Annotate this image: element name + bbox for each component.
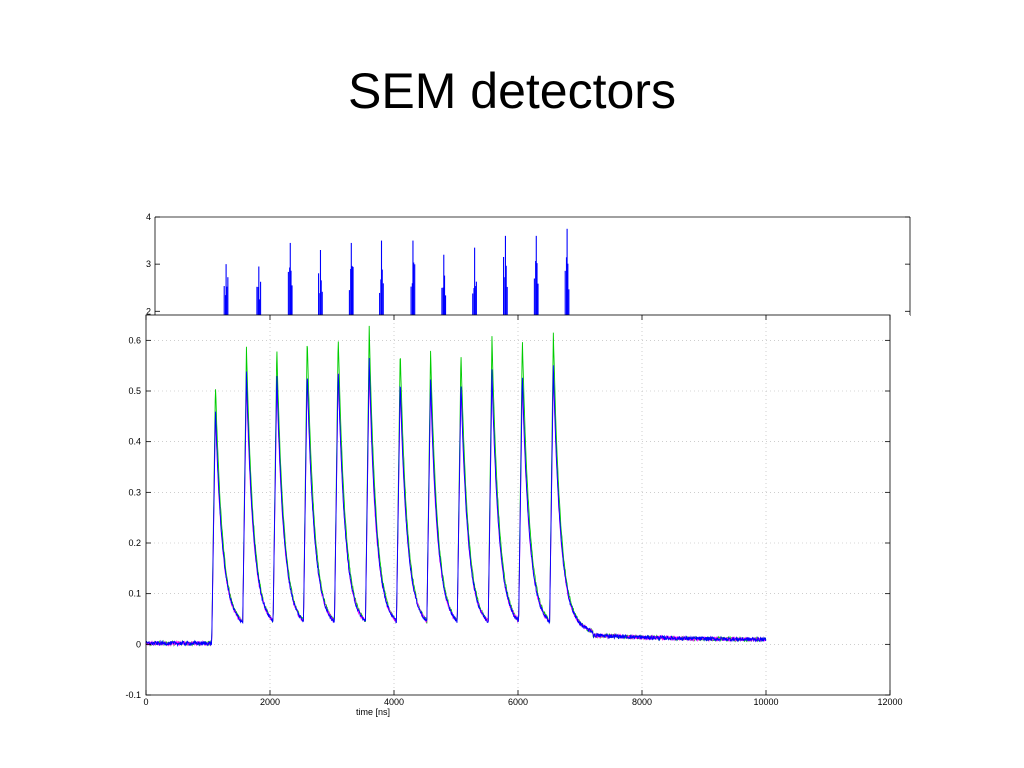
- top-spike-group: [256, 266, 262, 316]
- x-axis-label: time [ns]: [356, 707, 390, 717]
- x-tick-label: 8000: [632, 697, 652, 707]
- top-spike-group: [472, 247, 477, 316]
- y-tick-label: 0.3: [128, 487, 141, 497]
- top-spike-group: [318, 250, 323, 316]
- top-y-tick-label: 3: [146, 259, 151, 269]
- y-tick-label: 0.2: [128, 538, 141, 548]
- top-spike-group: [410, 240, 416, 316]
- top-spike-group: [223, 264, 229, 316]
- y-tick-label: 0: [136, 639, 141, 649]
- main-plot-background: [120, 315, 910, 735]
- y-tick-label: 0.1: [128, 589, 141, 599]
- top-spike-group: [348, 242, 354, 316]
- y-tick-label: -0.1: [125, 690, 141, 700]
- trace-series-2: [145, 358, 767, 648]
- top-spike-group: [533, 235, 539, 316]
- top-spike-group: [287, 242, 293, 316]
- x-tick-label: 0: [143, 697, 148, 707]
- x-tick-label: 4000: [384, 697, 404, 707]
- top-y-tick-label: 4: [146, 212, 151, 222]
- y-tick-label: 0.6: [128, 335, 141, 345]
- x-tick-label: 10000: [753, 697, 778, 707]
- top-detector-plot: 2 3 4: [146, 212, 911, 316]
- top-spike-group: [564, 228, 570, 316]
- top-y-tick-label: 2: [146, 306, 151, 316]
- top-spike-group: [441, 254, 447, 316]
- main-detector-plot: 0 2000 4000 6000 8000 10000 12000-0.100.10.20.…: [120, 314, 910, 735]
- slide-title: SEM detectors: [348, 63, 676, 119]
- top-spike-group: [503, 235, 508, 316]
- y-tick-label: 0.4: [128, 437, 141, 447]
- top-spike-group: [379, 240, 384, 316]
- y-tick-label: 0.5: [128, 386, 141, 396]
- x-tick-label: 2000: [260, 697, 280, 707]
- x-tick-label: 6000: [508, 697, 528, 707]
- x-tick-label: 12000: [877, 697, 902, 707]
